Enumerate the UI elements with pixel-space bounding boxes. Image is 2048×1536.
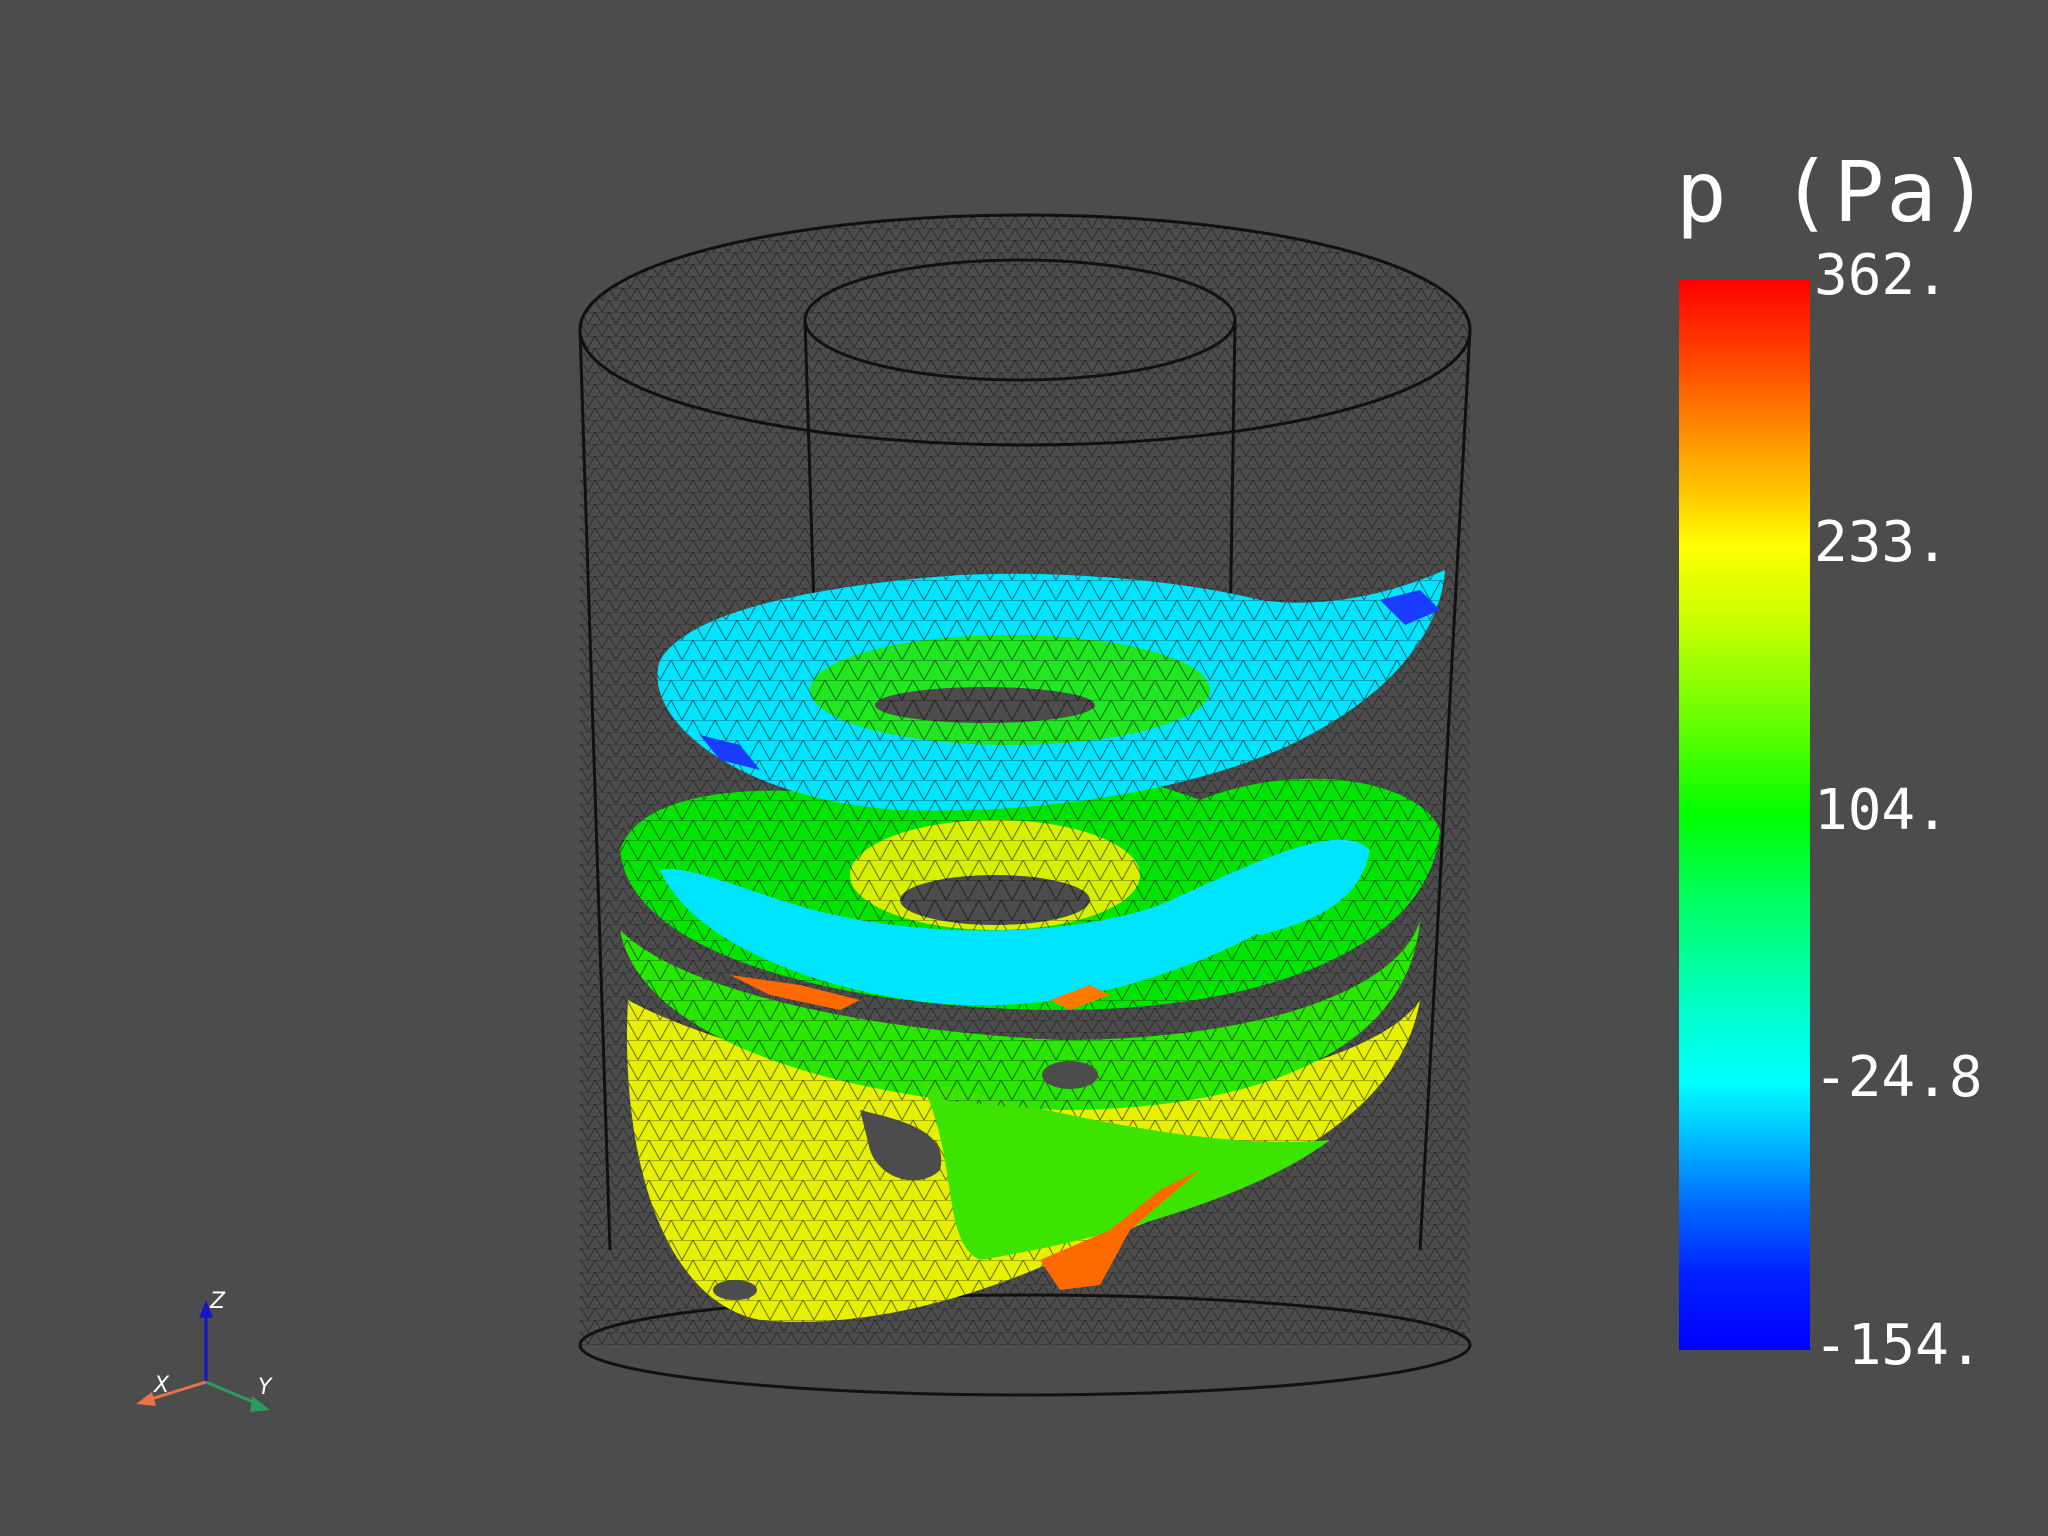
z-axis-label: Z — [209, 1289, 226, 1314]
inner-cylinder-wireframe — [803, 258, 1237, 641]
scalar-bar-label-4: -24.8 — [1814, 1045, 1983, 1110]
scalar-bar-title: p (Pa) — [1676, 143, 1992, 241]
scalar-bar-gradient — [1679, 279, 1810, 1350]
pressure-surface — [620, 570, 1445, 1322]
orientation-axes: Z X Y — [136, 1289, 273, 1412]
x-axis-label: X — [153, 1373, 170, 1398]
scalar-bar-label-3: 104. — [1814, 778, 1949, 843]
scalar-bar-label-2: 233. — [1814, 510, 1949, 575]
y-axis-label: Y — [258, 1375, 273, 1400]
scalar-bar-label-min: -154. — [1814, 1313, 1983, 1378]
scalar-bar-label-max: 362. — [1814, 243, 1949, 308]
